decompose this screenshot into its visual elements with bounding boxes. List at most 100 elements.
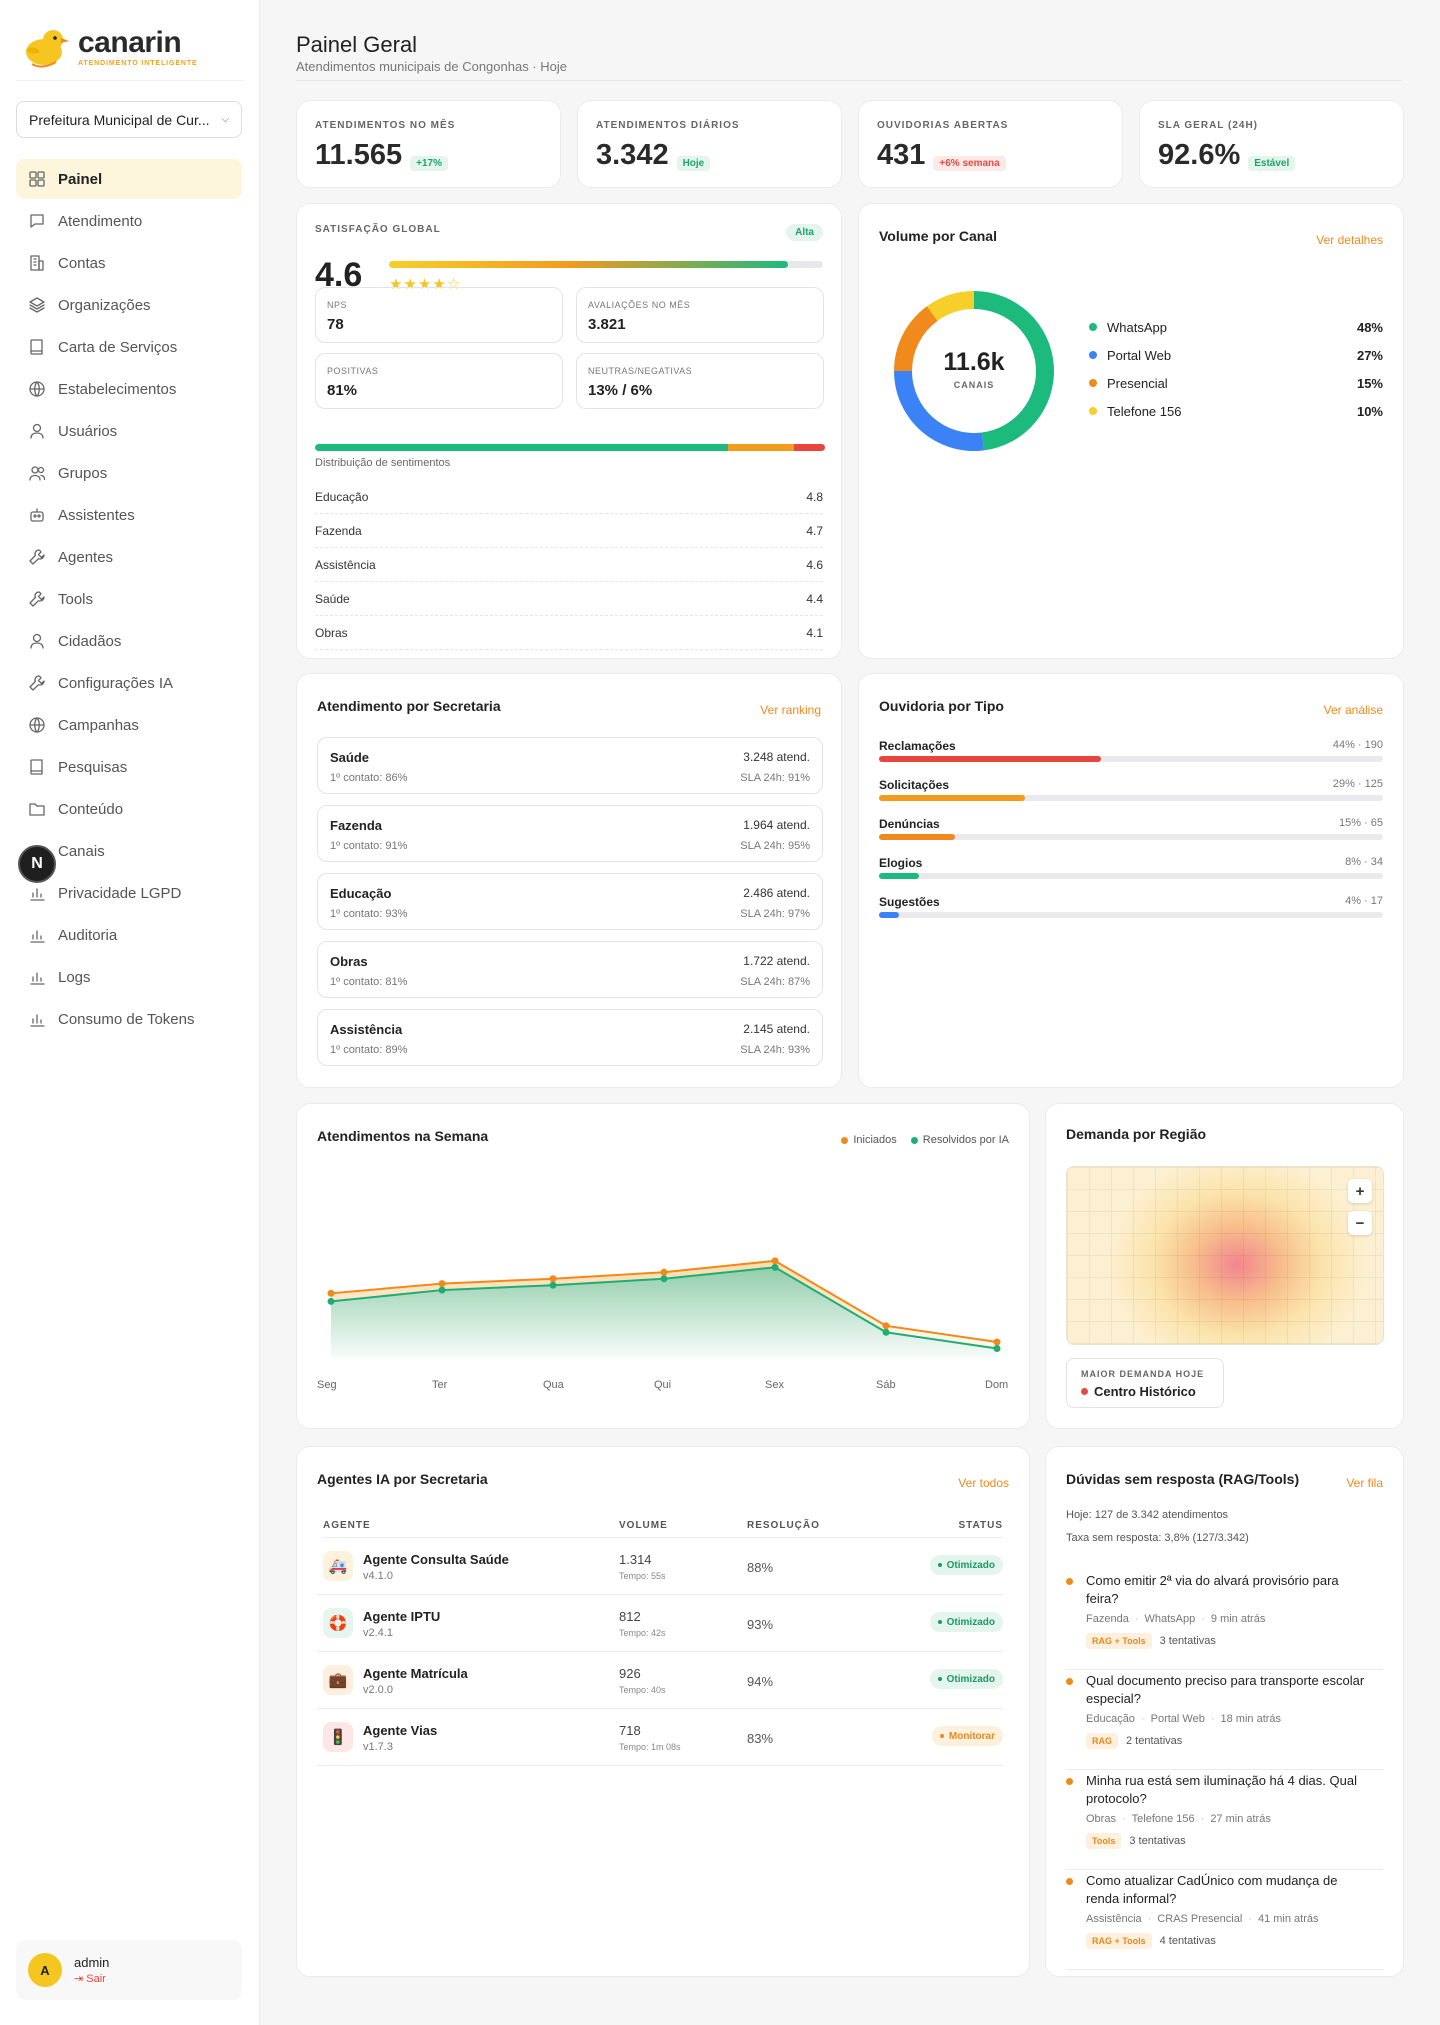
question-channel: CRAS Presencial bbox=[1157, 1913, 1243, 1925]
secretaria-row[interactable]: Educação 1º contato: 93% 2.486 atend. SLA 2… bbox=[317, 873, 823, 930]
area-name: Obras bbox=[315, 625, 348, 640]
page-title: Painel Geral bbox=[296, 32, 418, 57]
donut-slice-presencial[interactable] bbox=[894, 306, 938, 371]
ouvidoria-type-row: Solicitações 29% · 125 bbox=[879, 778, 1383, 808]
channels-details-link[interactable]: Ver detalhes bbox=[1316, 233, 1383, 247]
region-heatmap[interactable]: + − bbox=[1066, 1166, 1384, 1345]
secretaria-row[interactable]: Assistência 1º contato: 89% 2.145 atend. SL… bbox=[317, 1009, 823, 1066]
sidebar-item-logs[interactable]: Logs bbox=[16, 957, 242, 997]
data-point[interactable] bbox=[549, 1281, 557, 1289]
question-meta: Fazenda · WhatsApp · 9 min atrás bbox=[1086, 1613, 1265, 1625]
donut-slice-portal-web[interactable] bbox=[894, 371, 985, 451]
logout-link[interactable]: ⇥ Sair bbox=[74, 1972, 109, 1985]
progress-fill bbox=[879, 873, 920, 879]
data-point[interactable] bbox=[660, 1268, 668, 1276]
logout-icon: ⇥ bbox=[74, 1973, 87, 1985]
sidebar-item-auditoria[interactable]: Auditoria bbox=[16, 915, 242, 955]
ouvidoria-type-row: Sugestões 4% · 17 bbox=[879, 895, 1383, 925]
agent-version: v4.1.0 bbox=[363, 1570, 393, 1582]
ouvidoria-type-value: 15% · 65 bbox=[1338, 817, 1383, 829]
data-point[interactable] bbox=[993, 1338, 1001, 1346]
secretaria-row[interactable]: Obras 1º contato: 81% 1.722 atend. SLA 24h:… bbox=[317, 941, 823, 998]
sidebar-item-estabelecimentos[interactable]: Estabelecimentos bbox=[16, 369, 242, 409]
view-queue-link[interactable]: Ver fila bbox=[1346, 1476, 1383, 1490]
zoom-out-button[interactable]: − bbox=[1348, 1211, 1372, 1235]
data-point[interactable] bbox=[327, 1289, 335, 1297]
sidebar-item-painel[interactable]: Painel bbox=[16, 159, 242, 199]
stat-label: NPS bbox=[327, 300, 348, 310]
sidebar-item-assistentes[interactable]: Assistentes bbox=[16, 495, 242, 535]
data-point[interactable] bbox=[993, 1345, 1001, 1353]
source-tag: RAG + Tools bbox=[1086, 1933, 1152, 1949]
secretaria-row[interactable]: Fazenda 1º contato: 91% 1.964 atend. SLA 24… bbox=[317, 805, 823, 862]
avatar[interactable]: A bbox=[28, 1953, 62, 1987]
floating-badge[interactable]: N bbox=[18, 845, 56, 883]
separator: · bbox=[1248, 1913, 1252, 1925]
donut-slice-telefone-156[interactable] bbox=[926, 291, 974, 321]
sidebar-item-pesquisas[interactable]: Pesquisas bbox=[16, 747, 242, 787]
data-point[interactable] bbox=[327, 1297, 335, 1305]
attempts-count: 3 tentativas bbox=[1159, 1635, 1216, 1647]
unanswered-question[interactable]: Como atualizar CadÚnico com mudança de r… bbox=[1066, 1872, 1383, 1970]
analysis-link[interactable]: Ver análise bbox=[1323, 703, 1383, 717]
area-score: 4.8 bbox=[806, 489, 823, 504]
folder-icon bbox=[28, 800, 46, 818]
secretaria-row[interactable]: Saúde 1º contato: 86% 3.248 atend. SLA 24h:… bbox=[317, 737, 823, 794]
status-label: Otimizado bbox=[946, 1673, 995, 1685]
view-all-agents-link[interactable]: Ver todos bbox=[958, 1476, 1009, 1490]
unanswered-question[interactable]: Minha rua está sem iluminação há 4 dias.… bbox=[1066, 1772, 1383, 1870]
data-point[interactable] bbox=[771, 1263, 779, 1271]
data-point[interactable] bbox=[882, 1328, 890, 1336]
agent-row[interactable]: 🛟 Agente IPTU v2.4.1 812 Tempo: 42s 93% Otimiz… bbox=[317, 1595, 1003, 1652]
zoom-in-button[interactable]: + bbox=[1348, 1179, 1372, 1203]
user-profile: A admin ⇥ Sair bbox=[16, 1940, 242, 2000]
sidebar-item-agentes[interactable]: Agentes bbox=[16, 537, 242, 577]
sidebar-item-conte-do[interactable]: Conteúdo bbox=[16, 789, 242, 829]
sidebar-item-cidad-os[interactable]: Cidadãos bbox=[16, 621, 242, 661]
question-area: Educação bbox=[1086, 1713, 1135, 1725]
agent-volume: 718 bbox=[619, 1723, 641, 1738]
channel-legend-item: Portal Web 27% bbox=[1089, 345, 1383, 365]
area-score: 4.7 bbox=[806, 523, 823, 538]
data-point[interactable] bbox=[438, 1286, 446, 1294]
brand-logo[interactable]: canarin ATENDIMENTO INTELIGENTE bbox=[22, 26, 198, 68]
sidebar-item-organiza-es[interactable]: Organizações bbox=[16, 285, 242, 325]
agent-row[interactable]: 🚑 Agente Consulta Saúde v4.1.0 1.314 Tempo: … bbox=[317, 1538, 1003, 1595]
sidebar-item-tools[interactable]: Tools bbox=[16, 579, 242, 619]
data-point[interactable] bbox=[771, 1257, 779, 1265]
question-area: Assistência bbox=[1086, 1913, 1142, 1925]
sidebar-item-campanhas[interactable]: Campanhas bbox=[16, 705, 242, 745]
sidebar-item-privacidade-lgpd[interactable]: Privacidade LGPD bbox=[16, 873, 242, 913]
unanswered-question[interactable]: Como emitir 2ª via do alvará provisório … bbox=[1066, 1572, 1383, 1670]
sidebar-item-contas[interactable]: Contas bbox=[16, 243, 242, 283]
sentiment-segment-neutral bbox=[728, 444, 795, 451]
agent-row[interactable]: 🚦 Agente Vias v1.7.3 718 Tempo: 1m 08s 83% Mon… bbox=[317, 1709, 1003, 1766]
organization-select[interactable]: Prefeitura Municipal de Cur... ⌵ bbox=[16, 101, 242, 138]
data-point[interactable] bbox=[549, 1275, 557, 1283]
x-tick-label: Qui bbox=[654, 1379, 671, 1391]
unanswered-question[interactable]: Qual documento preciso para transporte e… bbox=[1066, 1672, 1383, 1770]
sidebar-item-atendimento[interactable]: Atendimento bbox=[16, 201, 242, 241]
status-badge: Otimizado bbox=[929, 1555, 1003, 1575]
sla-rate: SLA 24h: 97% bbox=[740, 908, 810, 920]
x-tick-label: Seg bbox=[317, 1379, 337, 1391]
divider bbox=[16, 80, 243, 81]
secretaria-name: Educação bbox=[330, 886, 392, 901]
donut-slice-whatsapp[interactable] bbox=[974, 291, 1055, 451]
question-meta: Obras · Telefone 156 · 27 min atrás bbox=[1086, 1813, 1271, 1825]
sidebar-item-grupos[interactable]: Grupos bbox=[16, 453, 242, 493]
sidebar-item-usu-rios[interactable]: Usuários bbox=[16, 411, 242, 451]
sidebar-item-configura-es-ia[interactable]: Configurações IA bbox=[16, 663, 242, 703]
data-point[interactable] bbox=[660, 1275, 668, 1283]
ranking-link[interactable]: Ver ranking bbox=[760, 703, 821, 717]
data-point[interactable] bbox=[438, 1280, 446, 1288]
sidebar-item-carta-de-servi-os[interactable]: Carta de Serviços bbox=[16, 327, 242, 367]
channels-card: Volume por Canal Ver detalhes 11.6k CANA… bbox=[858, 203, 1404, 659]
sidebar-item-label: Tools bbox=[58, 590, 94, 608]
data-point[interactable] bbox=[882, 1322, 890, 1330]
sidebar-item-label: Organizações bbox=[58, 296, 151, 314]
agent-row[interactable]: 💼 Agente Matrícula v2.0.0 926 Tempo: 40s 94% O… bbox=[317, 1652, 1003, 1709]
unanswered-questions-card: Dúvidas sem resposta (RAG/Tools) Ver fil… bbox=[1045, 1446, 1404, 1977]
sidebar-item-consumo-de-tokens[interactable]: Consumo de Tokens bbox=[16, 999, 242, 1039]
chart-legend: Iniciados Resolvidos por IA bbox=[827, 1134, 1009, 1146]
